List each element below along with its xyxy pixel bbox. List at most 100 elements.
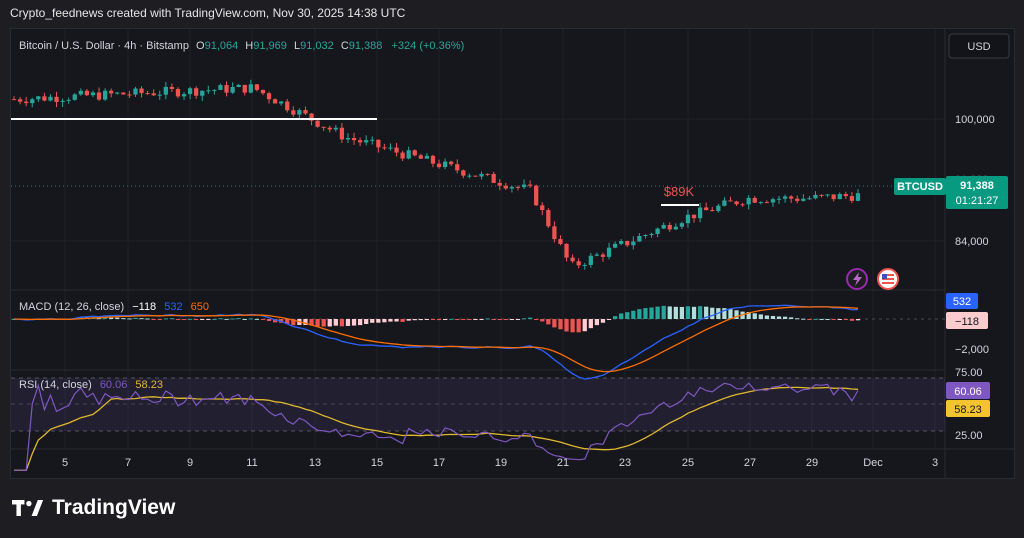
candle-body[interactable] xyxy=(187,88,193,95)
candle-body[interactable] xyxy=(789,196,794,199)
candle-body[interactable] xyxy=(400,152,405,159)
candle-body[interactable] xyxy=(151,93,156,96)
candle-body[interactable] xyxy=(776,198,782,200)
candle-body[interactable] xyxy=(637,236,642,242)
candle-body[interactable] xyxy=(473,175,478,177)
candle-body[interactable] xyxy=(376,139,381,148)
candle-body[interactable] xyxy=(667,224,672,230)
candle-body[interactable] xyxy=(503,185,508,189)
candle-body[interactable] xyxy=(121,92,126,95)
candle-body[interactable] xyxy=(491,173,496,183)
candle-body[interactable] xyxy=(740,204,745,206)
candle-body[interactable] xyxy=(801,198,806,201)
candle-body[interactable] xyxy=(279,101,284,104)
candle-body[interactable] xyxy=(734,201,739,205)
candle-body[interactable] xyxy=(133,88,138,95)
candle-body[interactable] xyxy=(206,90,211,92)
candle-body[interactable] xyxy=(442,161,448,168)
candle-body[interactable] xyxy=(685,214,691,224)
candle-body[interactable] xyxy=(582,264,587,266)
candle-body[interactable] xyxy=(315,120,320,127)
candle-body[interactable] xyxy=(558,239,563,244)
candle-body[interactable] xyxy=(825,194,830,196)
candle-body[interactable] xyxy=(260,89,266,94)
candle-body[interactable] xyxy=(418,155,423,159)
candle-body[interactable] xyxy=(655,228,660,235)
candle-body[interactable] xyxy=(248,84,253,93)
candle-body[interactable] xyxy=(661,224,666,229)
candle-body[interactable] xyxy=(625,240,630,246)
candle-body[interactable] xyxy=(327,127,332,130)
candle-body[interactable] xyxy=(704,207,709,211)
candle-body[interactable] xyxy=(436,163,442,168)
candle-body[interactable] xyxy=(843,194,848,197)
candle-body[interactable] xyxy=(449,161,454,165)
candle-body[interactable] xyxy=(102,90,108,100)
candle-body[interactable] xyxy=(619,240,624,244)
candle-body[interactable] xyxy=(17,99,23,102)
candle-body[interactable] xyxy=(631,241,636,246)
candle-body[interactable] xyxy=(564,243,569,258)
candle-body[interactable] xyxy=(370,139,375,141)
candle-body[interactable] xyxy=(303,110,308,114)
candle-body[interactable] xyxy=(758,202,763,204)
candle-body[interactable] xyxy=(24,101,29,104)
candle-body[interactable] xyxy=(649,234,654,236)
candle-body[interactable] xyxy=(710,210,715,212)
candle-body[interactable] xyxy=(697,207,703,219)
candle-body[interactable] xyxy=(837,194,842,200)
candle-body[interactable] xyxy=(48,96,53,101)
candle-body[interactable] xyxy=(345,138,351,140)
time-axis[interactable]: 5 7 9 11 13 15 17 19 21 23 25 27 29 Dec … xyxy=(62,457,938,469)
candle-body[interactable] xyxy=(855,193,861,201)
currency-button-bg[interactable] xyxy=(948,33,1010,59)
candle-body[interactable] xyxy=(534,185,539,206)
candle-body[interactable] xyxy=(606,247,612,257)
candle-body[interactable] xyxy=(752,197,757,203)
candle-body[interactable] xyxy=(66,99,71,101)
candle-body[interactable] xyxy=(321,126,326,128)
candle-body[interactable] xyxy=(691,214,697,219)
chart-frame[interactable]: Bitcoin / U.S. Dollar · 4h · Bitstamp O9… xyxy=(10,28,1015,479)
candle-body[interactable] xyxy=(576,261,581,266)
candle-body[interactable] xyxy=(819,194,824,196)
currency-button[interactable]: USD xyxy=(948,33,1010,59)
candle-body[interactable] xyxy=(552,226,557,240)
candle-body[interactable] xyxy=(716,205,721,212)
tradingview-logo[interactable]: TradingView xyxy=(12,496,175,520)
candle-body[interactable] xyxy=(54,96,59,102)
candle-body[interactable] xyxy=(467,175,472,177)
candle-body[interactable] xyxy=(412,150,417,156)
candle-body[interactable] xyxy=(515,186,521,188)
candle-body[interactable] xyxy=(309,113,314,121)
candle-body[interactable] xyxy=(30,99,35,104)
candle-body[interactable] xyxy=(394,147,399,153)
candle-body[interactable] xyxy=(285,101,290,111)
candle-body[interactable] xyxy=(813,194,818,199)
candle-body[interactable] xyxy=(90,92,96,96)
candle-body[interactable] xyxy=(200,90,205,96)
candle-body[interactable] xyxy=(109,90,114,94)
candle-body[interactable] xyxy=(139,88,144,94)
us-flag-icon[interactable] xyxy=(877,268,899,290)
candle-body[interactable] xyxy=(357,140,363,143)
candle-body[interactable] xyxy=(194,88,199,96)
candle-body[interactable] xyxy=(540,205,545,211)
candle-body[interactable] xyxy=(588,255,593,265)
macd-signal-line[interactable] xyxy=(13,306,859,373)
candle-body[interactable] xyxy=(485,173,490,175)
candle-body[interactable] xyxy=(163,86,168,95)
candle-body[interactable] xyxy=(831,194,836,200)
candle-body[interactable] xyxy=(175,88,181,97)
candle-body[interactable] xyxy=(612,243,618,248)
candle-body[interactable] xyxy=(72,94,77,100)
candle-body[interactable] xyxy=(406,150,411,159)
candle-body[interactable] xyxy=(679,223,685,227)
lightning-icon[interactable] xyxy=(846,268,868,290)
candle-body[interactable] xyxy=(461,170,466,176)
candle-body[interactable] xyxy=(722,200,727,206)
candle-body[interactable] xyxy=(643,235,648,237)
candle-body[interactable] xyxy=(509,186,515,189)
candle-body[interactable] xyxy=(333,127,338,130)
candle-body[interactable] xyxy=(424,155,430,159)
